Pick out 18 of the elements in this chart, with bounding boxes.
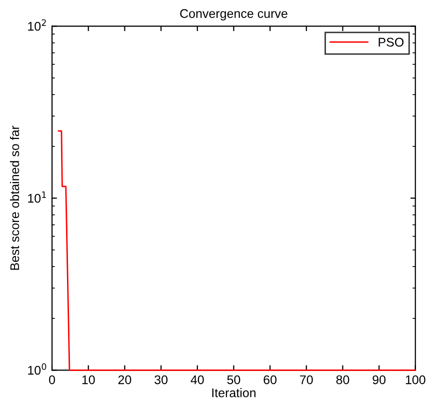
x-tick-label: 40	[190, 375, 204, 384]
x-tick-label: 20	[118, 375, 132, 384]
y-axis-title: Best score obtained so far	[10, 126, 20, 270]
x-axis-title: Iteration	[212, 388, 256, 398]
x-tick-label: 90	[372, 375, 386, 384]
x-tick-label: 50	[227, 375, 240, 384]
y-tick-label: 10$^{0}$	[28, 363, 46, 375]
y-tick-label: 10$^{2}$	[28, 19, 46, 31]
x-tick-label: 80	[336, 375, 350, 384]
x-tick-label: 10	[82, 375, 95, 384]
y-tick-label: 10$^{1}$	[28, 191, 46, 203]
chart-title: Convergence curve	[180, 9, 288, 20]
x-tick-label: 100	[406, 375, 426, 384]
x-tick-label: 70	[300, 375, 313, 384]
legend-label: PSO	[378, 38, 404, 47]
x-tick-label: 0	[49, 375, 56, 384]
x-tick-label: 30	[154, 375, 168, 384]
x-tick-label: 60	[264, 375, 277, 384]
